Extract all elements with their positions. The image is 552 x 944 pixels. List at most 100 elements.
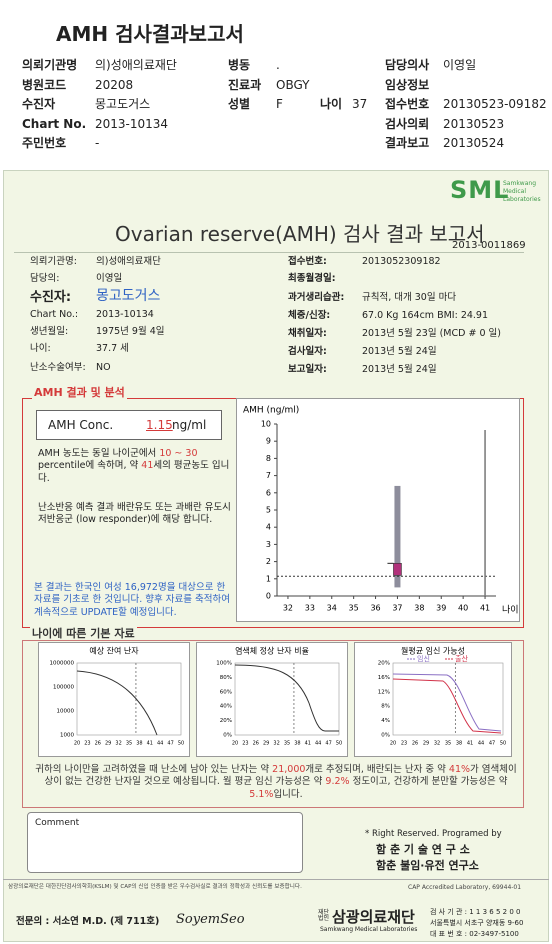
x-tick-label: 32 [283, 604, 293, 613]
field-label: 검사의뢰 [385, 117, 430, 131]
y-tick-label: 10000 [57, 709, 75, 715]
curve [392, 678, 502, 734]
field-label: 나이 [320, 97, 343, 111]
conc-value: 1.15 [146, 418, 173, 432]
y-tick-label: 100% [216, 661, 232, 667]
y-tick-label: 9 [266, 437, 271, 446]
y-tick-label: 16% [378, 675, 390, 681]
field-label: 수진자 [22, 97, 56, 111]
x-tick-label: 23 [84, 741, 90, 747]
highlight: 41% [448, 764, 471, 775]
x-tick-label: 40 [458, 604, 468, 613]
highlight: 41 [141, 460, 154, 472]
x-tick-label: 29 [263, 741, 269, 747]
info-label: 검사일자: [288, 346, 327, 357]
x-tick-label: 26 [253, 741, 259, 747]
x-tick-label: 38 [456, 741, 462, 747]
info-value: 37.7 세 [96, 343, 129, 354]
info-label: 나이: [30, 343, 51, 354]
field-value: 37 [352, 97, 368, 111]
credit: 함 춘 기 술 연 구 소 [376, 843, 470, 856]
highlight: 10 ~ 30 [159, 448, 198, 459]
field-value: 2013-10134 [95, 117, 169, 131]
x-tick-label: 36 [370, 604, 380, 613]
x-tick-label: 47 [325, 741, 331, 747]
section-title: 나이에 따른 기본 자료 [30, 627, 137, 641]
field-value: . [276, 58, 280, 72]
x-tick-label: 32 [434, 741, 440, 747]
x-tick-label: 47 [489, 741, 495, 747]
y-tick-label: 10 [261, 420, 271, 429]
x-tick-label: 35 [284, 741, 290, 747]
field-value: 20130523-09182 [443, 97, 547, 111]
x-tick-label: 20 [390, 741, 396, 747]
field-value: 20130523 [443, 117, 505, 131]
info: 대 표 번 호 : 02-3497-5100 [430, 930, 519, 938]
info: 검 사 기 관 : 1 1 3 6 5 2 0 0 [430, 908, 521, 916]
text-run: 세의 평균농도 입니다. [38, 460, 230, 484]
credit: 함춘 불임·유전 연구소 [376, 859, 479, 872]
text-run: 개로 추정되며, 배란되는 난자 중 약 [305, 764, 449, 775]
y-tick-label: 5 [266, 506, 271, 515]
y-tick-label: 2 [266, 557, 271, 566]
y-tick-label: 4% [381, 718, 390, 724]
foundation: 삼광의료재단 [332, 908, 415, 926]
x-tick-label: 26 [412, 741, 418, 747]
report-no: 2013-0011869 [452, 240, 526, 251]
x-tick-label: 47 [167, 741, 173, 747]
info-value: 2013052309182 [362, 256, 441, 267]
conc-label: AMH Conc. [48, 418, 114, 432]
info-label: 담당의: [30, 273, 60, 284]
info-value: 2013년 5월 24일 [362, 346, 437, 357]
field-label: 임상정보 [385, 78, 430, 92]
highlight: 5.1% [249, 788, 274, 800]
text-run: 정도이고, 건강하게 분만할 가능성은 약 [349, 776, 508, 788]
curve [76, 670, 158, 736]
x-tick-label: 44 [478, 741, 484, 747]
x-tick-label: 44 [315, 741, 321, 747]
y-tick-label: 1000000 [50, 661, 75, 667]
x-tick-label: 38 [414, 604, 424, 613]
divider [3, 879, 549, 880]
curve [392, 673, 502, 732]
x-tick-label: 29 [105, 741, 111, 747]
x-tick-label: 33 [305, 604, 315, 613]
highlight: 21,000 [272, 764, 306, 775]
text-run: AMH 농도는 동일 나이군에서 [38, 448, 160, 459]
x-tick-label: 20 [232, 741, 238, 747]
mini-title: 예상 잔여 난자 [89, 646, 139, 656]
x-tick-label: 50 [336, 741, 342, 747]
x-tick-label: 20 [74, 741, 80, 747]
mini-chart: 월평균 임신 가능성 20% 16% 12% 8% 4% 0%20 23 26 29 32 35 38 4… [354, 642, 512, 757]
x-tick-label: 35 [445, 741, 451, 747]
field-value: 몽고도거스 [95, 97, 151, 111]
field-label: Chart No. [22, 117, 87, 131]
info-value: 2013년 5월 24일 [362, 364, 437, 375]
field-value: - [95, 136, 100, 150]
info-label: 최종월경일: [288, 273, 336, 284]
info-value: NO [96, 362, 111, 373]
divider [14, 252, 524, 253]
x-tick-label: 41 [147, 741, 153, 747]
field-label: 진료과 [228, 78, 262, 92]
x-tick-label: 32 [115, 741, 121, 747]
highlight: 9.2% [325, 776, 350, 788]
legend-entry: 임신 [417, 654, 430, 663]
conc-box [36, 410, 222, 440]
y-tick-label: 20% [378, 661, 390, 667]
x-tick-label: 50 [178, 741, 184, 747]
mini-title: 월평균 임신 가능성 [401, 646, 465, 656]
logo-sub: Medical [503, 188, 526, 195]
x-tick-label: 32 [273, 741, 279, 747]
field-value: 이영일 [443, 58, 477, 72]
info-label: 채취일자: [288, 328, 327, 339]
info-label: 의뢰기관명: [30, 256, 77, 267]
field-value: 20208 [95, 78, 134, 92]
info-label: 보고일자: [288, 364, 327, 375]
x-tick-label: 41 [467, 741, 473, 747]
x-tick-label: 23 [401, 741, 407, 747]
field-label: 담당의사 [385, 58, 430, 72]
report-title: Ovarian reserve(AMH) 검사 결과 보고서 [115, 222, 485, 246]
legend-entry: 출산 [455, 654, 468, 663]
